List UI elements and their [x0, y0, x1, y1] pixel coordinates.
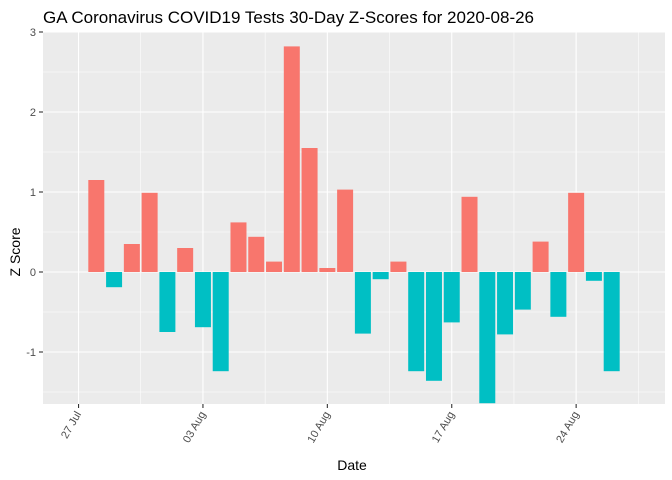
bar [283, 46, 300, 273]
bar [461, 196, 478, 272]
y-axis-title: Z Score [7, 227, 23, 276]
bar [194, 272, 211, 328]
bar [479, 272, 496, 404]
bar [354, 272, 371, 334]
bar [372, 272, 389, 280]
bar [337, 189, 354, 272]
chart-title: GA Coronavirus COVID19 Tests 30-Day Z-Sc… [43, 8, 534, 27]
bar [159, 272, 176, 332]
x-axis: 27 Jul 03 Aug 10 Aug 17 Aug 24 Aug [59, 404, 582, 445]
bars [88, 46, 620, 404]
x-axis-title: Date [337, 457, 367, 473]
x-tick-label: 17 Aug [430, 410, 458, 446]
x-tick-label: 03 Aug [181, 410, 209, 446]
bar [230, 222, 247, 272]
bar [141, 192, 158, 272]
bar [248, 236, 265, 272]
bar [319, 268, 336, 272]
y-tick-label: 3 [30, 27, 36, 39]
bar [603, 272, 620, 372]
bar [532, 241, 549, 272]
y-tick-label: -1 [26, 347, 36, 359]
bar [212, 272, 229, 372]
bar [443, 272, 460, 323]
x-tick-label: 10 Aug [305, 410, 333, 446]
bar [123, 244, 140, 272]
bar [408, 272, 425, 372]
y-tick-label: 2 [30, 107, 36, 119]
bar [425, 272, 442, 381]
bar [497, 272, 514, 335]
x-tick-label: 24 Aug [554, 410, 582, 446]
y-tick-label: 0 [30, 267, 36, 279]
bar [550, 272, 567, 317]
bar [390, 261, 407, 272]
y-tick-label: 1 [30, 187, 36, 199]
y-axis: -1 0 1 2 3 [26, 27, 43, 359]
bar [568, 192, 585, 272]
bar [88, 180, 105, 272]
bar [301, 148, 318, 272]
x-tick-label: 27 Jul [59, 410, 84, 441]
bar [266, 261, 283, 272]
minor-gridlines [16, 32, 665, 404]
major-gridlines [43, 31, 665, 404]
bar [177, 248, 194, 272]
bar [585, 272, 602, 281]
bar [106, 272, 123, 288]
bar [514, 272, 531, 310]
